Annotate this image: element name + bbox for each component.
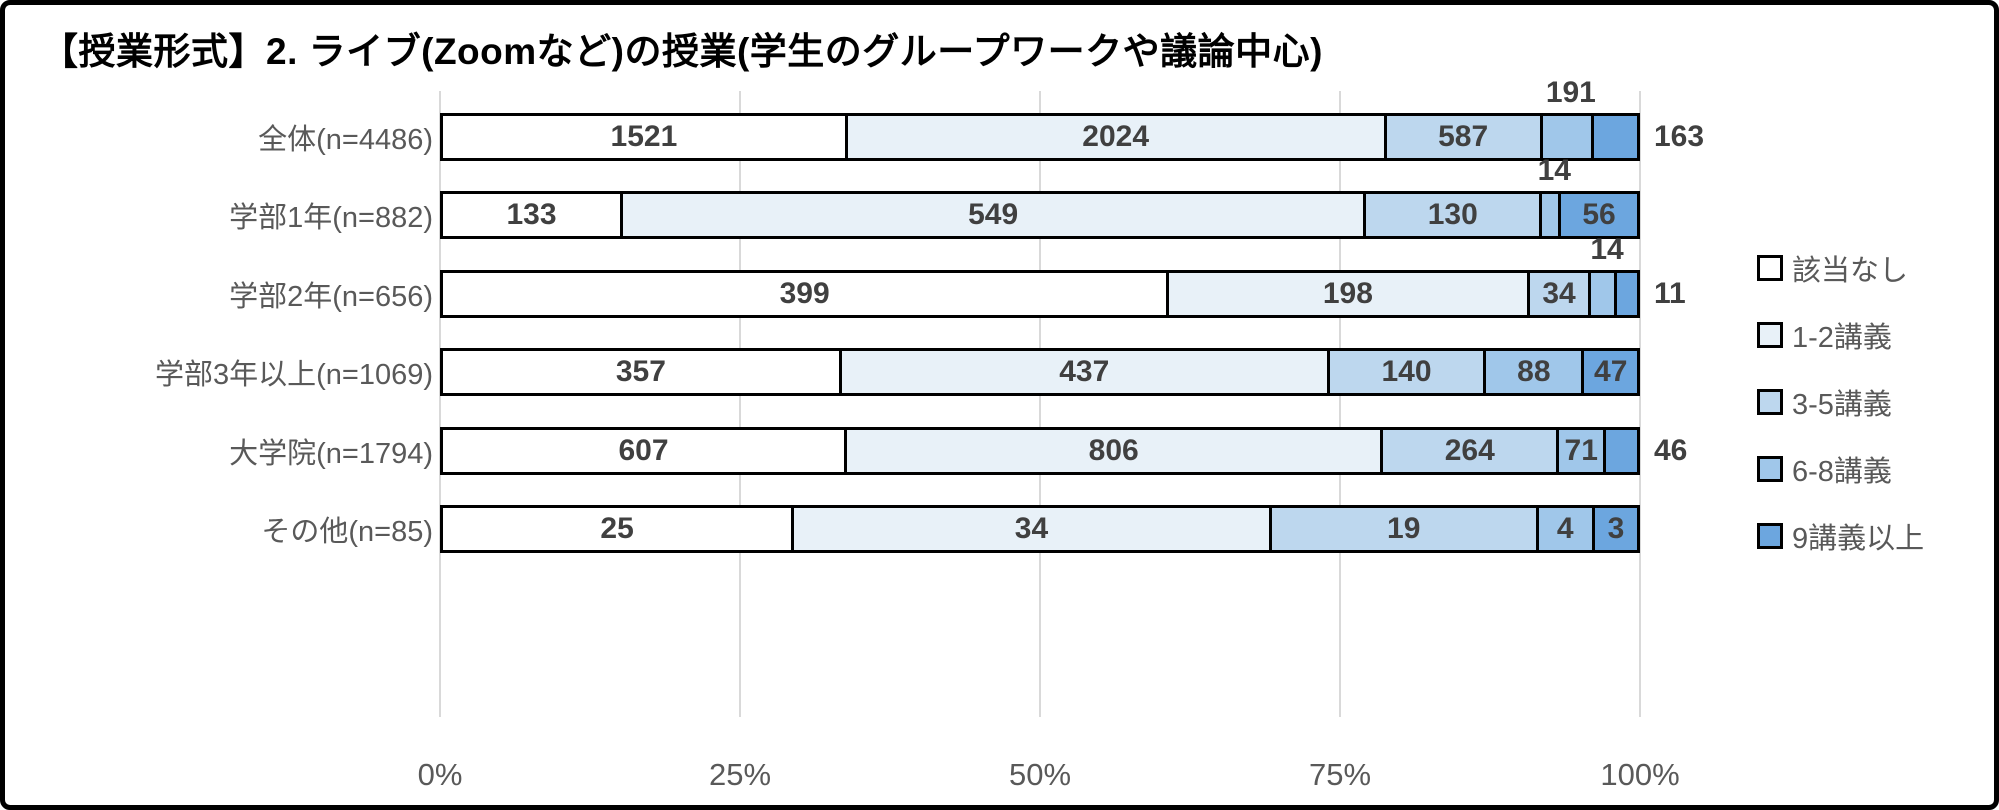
legend: 該当なし 1-2講義 3-5講義 6-8講義 9講義以上	[1757, 253, 1924, 588]
gridline	[439, 91, 441, 717]
bar-segment: 3	[1594, 508, 1637, 550]
bar-row: 399 198 34	[440, 269, 1640, 318]
legend-label: 該当なし	[1792, 255, 1909, 287]
bar-segment: 34	[794, 508, 1272, 550]
bar-segment: 587	[1386, 116, 1543, 158]
gridline	[739, 91, 741, 717]
legend-swatch-icon	[1757, 322, 1783, 348]
legend-item: 9講義以上	[1757, 521, 1924, 555]
value-label-outside: 11	[1654, 276, 1686, 310]
bar-segment: 607	[443, 429, 847, 472]
bar-segment	[1616, 272, 1637, 315]
bar-segment: 19	[1271, 508, 1539, 550]
bar-segment: 357	[443, 351, 842, 394]
category-label: 大学院(n=1794)	[229, 437, 433, 470]
bar-segment: 47	[1584, 351, 1637, 394]
bar-segment: 264	[1383, 429, 1560, 472]
value-label-above: 14	[1590, 232, 1624, 266]
axis-tick-label: 75%	[1308, 757, 1372, 792]
bar-segment: 88	[1486, 351, 1585, 394]
category-label: 全体(n=4486)	[258, 124, 433, 156]
legend-label: 9講義以上	[1792, 523, 1925, 555]
category-label: 学部3年以上(n=1069)	[154, 359, 433, 392]
category-label: その他(n=85)	[261, 516, 433, 548]
bar-segment: 198	[1169, 272, 1530, 315]
bar-segment	[1606, 429, 1637, 472]
legend-label: 3-5講義	[1792, 389, 1892, 421]
axis-tick-label: 25%	[708, 757, 772, 792]
plot-area: 0% 25% 50% 75% 100% 全体(n=4486) 1521 2024 587 191 1…	[5, 5, 1994, 805]
category-label: 学部2年(n=656)	[229, 280, 433, 313]
legend-item: 1-2講義	[1757, 320, 1924, 354]
value-label-outside: 46	[1654, 433, 1688, 467]
axis-tick-label: 100%	[1600, 757, 1680, 792]
bar-segment	[1542, 116, 1594, 158]
legend-item: 6-8講義	[1757, 454, 1924, 488]
bar-segment: 437	[841, 351, 1330, 394]
value-label-above: 191	[1545, 76, 1596, 109]
chart-title: 【授業形式】2. ライブ(Zoomなど)の授業(学生のグループワークや議論中心)	[41, 31, 1323, 72]
axis-tick-label: 50%	[1008, 757, 1072, 792]
value-label-outside: 163	[1654, 120, 1705, 153]
bar-segment: 549	[623, 194, 1367, 237]
bar-segment	[1542, 194, 1562, 237]
bar-segment: 399	[443, 272, 1170, 315]
gridline	[1039, 91, 1041, 717]
legend-swatch-icon	[1757, 255, 1783, 281]
bar-segment	[1593, 116, 1637, 158]
bar-segment: 56	[1561, 194, 1637, 237]
bar-row: 133 549 130 56	[440, 191, 1640, 240]
bar-segment: 71	[1559, 429, 1607, 472]
gridline	[1339, 91, 1341, 717]
legend-item: 該当なし	[1757, 253, 1924, 287]
legend-swatch-icon	[1757, 456, 1783, 482]
legend-label: 6-8講義	[1792, 456, 1892, 488]
bar-segment: 4	[1538, 508, 1595, 550]
bar-segment: 2024	[847, 116, 1387, 158]
bar-segment: 34	[1529, 272, 1592, 315]
axis-tick-label: 0%	[417, 757, 463, 792]
legend-item: 3-5講義	[1757, 387, 1924, 421]
bar-segment: 806	[846, 429, 1384, 472]
bar-segment	[1591, 272, 1617, 315]
legend-swatch-icon	[1757, 523, 1783, 549]
bar-segment: 133	[443, 194, 624, 237]
value-label-above: 14	[1537, 154, 1571, 188]
bar-row: 25 34 19 4 3	[440, 505, 1640, 553]
bar-segment: 140	[1329, 351, 1487, 394]
legend-label: 1-2講義	[1792, 322, 1892, 354]
category-label: 学部1年(n=882)	[229, 202, 433, 235]
bar-segment: 130	[1366, 194, 1543, 237]
bar-segment: 25	[443, 508, 795, 550]
gridline	[1639, 91, 1641, 717]
bar-segment: 1521	[443, 116, 848, 158]
legend-swatch-icon	[1757, 389, 1783, 415]
bar-row: 357 437 140 88 47	[440, 348, 1640, 397]
bar-row: 607 806 264 71	[440, 426, 1640, 475]
bar-row: 1521 2024 587	[440, 113, 1640, 161]
